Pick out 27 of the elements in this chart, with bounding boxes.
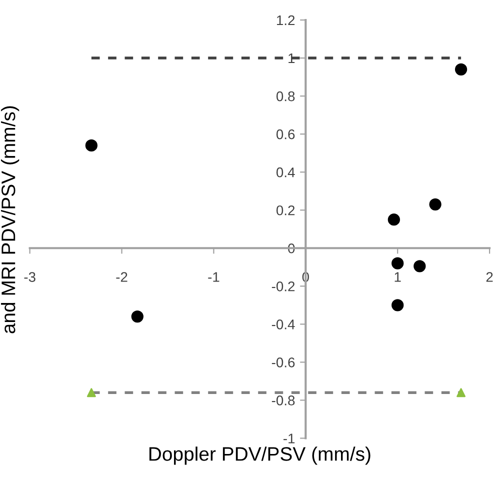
y-tick-label: 0.8 <box>276 91 295 102</box>
point <box>392 299 404 312</box>
point <box>392 257 404 270</box>
y-tick-label: -0.8 <box>272 396 295 406</box>
point <box>429 198 442 210</box>
y-tick-label: -1 <box>284 434 295 444</box>
y-tick-label: 0.4 <box>276 167 295 178</box>
y-tick-label: 0.2 <box>276 205 295 216</box>
y-tick-label: -0.6 <box>272 358 295 368</box>
point <box>131 310 144 323</box>
x-tick-label: 1 <box>394 272 401 282</box>
point <box>454 63 468 76</box>
x-tick-label: -3 <box>24 272 36 282</box>
x-tick-label: -1 <box>208 272 220 282</box>
x-axis-title: Doppler PDV/PSV (mm/s) <box>149 446 370 465</box>
y-tick-label: -0.2 <box>272 281 295 292</box>
y-tick-label: 1.2 <box>276 15 295 26</box>
y-tick-label: -0.4 <box>272 320 295 330</box>
point <box>414 260 426 272</box>
x-tick-label: 2 <box>486 272 493 282</box>
point <box>456 388 466 398</box>
y-axis-title: and MRI PDV/PSV (mm/s) <box>0 106 20 334</box>
point <box>85 139 98 152</box>
point <box>388 214 400 226</box>
point <box>86 388 96 398</box>
x-tick-label: -2 <box>116 272 128 282</box>
y-tick-label: 0.6 <box>276 129 295 140</box>
